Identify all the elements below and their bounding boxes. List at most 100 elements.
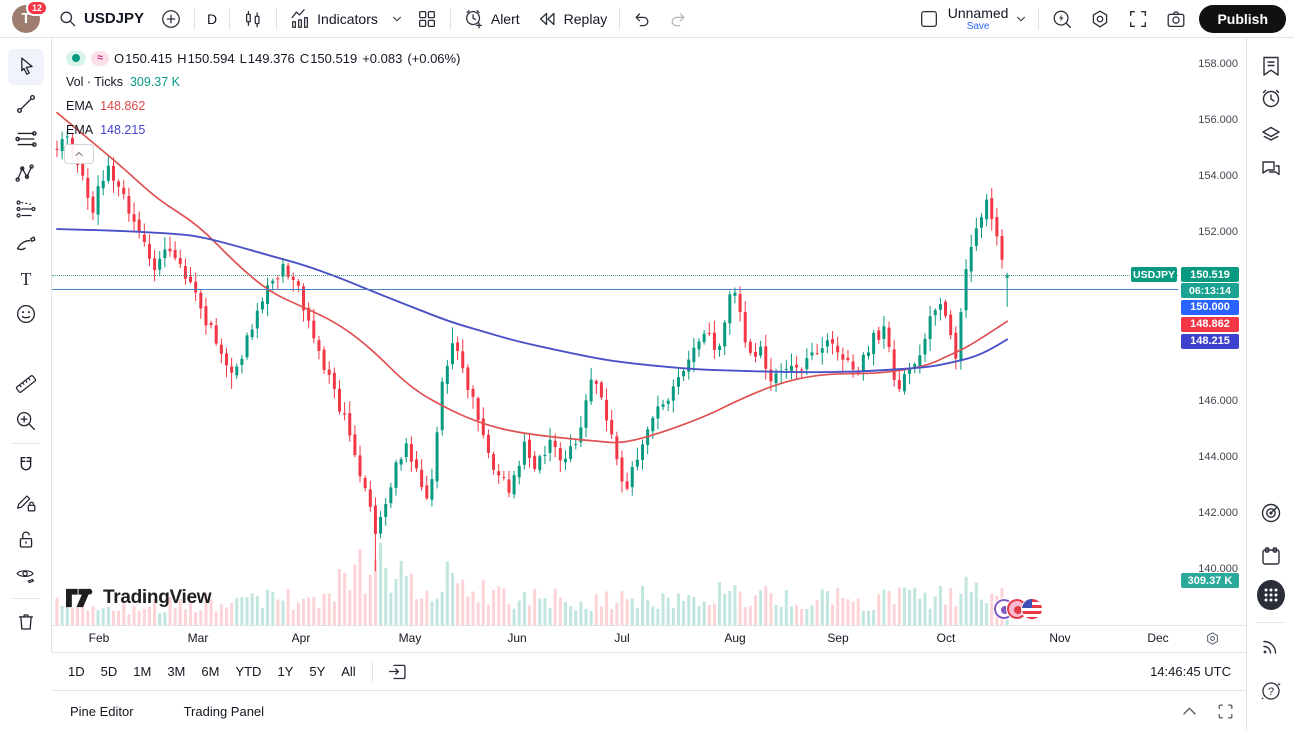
candlestick-chart-canvas[interactable] (52, 38, 1178, 625)
range-button-1d[interactable]: 1D (68, 664, 85, 679)
ohlc-value: 150.415 (125, 50, 173, 66)
month-tick-label: Feb (88, 631, 110, 645)
divider (276, 7, 278, 30)
price-tick-label: 142.000 (1198, 506, 1238, 519)
tool-emoji[interactable] (8, 296, 44, 332)
ema-fast-badge: 148.862 (1181, 316, 1239, 332)
clock-utc[interactable]: 14:46:45 UTC (1150, 664, 1231, 679)
snapshot-button[interactable] (1157, 4, 1195, 34)
indicators-button[interactable]: Indicators (281, 4, 386, 34)
divider (449, 7, 451, 30)
delayed-data-icon[interactable]: ≈ (91, 50, 110, 66)
sidebar-alerts-button[interactable] (1257, 85, 1285, 113)
tool-forecast[interactable] (8, 191, 44, 227)
price-scale[interactable]: 158.000 156.000 154.000 152.000 146.000 144.0… (1131, 38, 1246, 625)
tool-xabcd-pattern[interactable] (8, 156, 44, 192)
tool-drawing-lock-mode[interactable] (8, 485, 44, 521)
panel-maximize-button[interactable] (1216, 702, 1235, 726)
tool-cursor[interactable] (8, 49, 44, 85)
range-button-3m[interactable]: 3M (167, 664, 186, 679)
sidebar-apps-button[interactable] (1257, 580, 1285, 610)
interval-label: D (207, 10, 218, 27)
tool-lock-all-drawings[interactable] (8, 522, 44, 558)
interval-button[interactable]: D (199, 4, 225, 34)
pine-editor-button[interactable]: Pine Editor (70, 703, 134, 719)
market-status-icon[interactable] (66, 50, 86, 66)
sidebar-layers-button[interactable] (1257, 121, 1285, 149)
tool-remove-objects[interactable] (8, 604, 44, 640)
candlestick-icon (242, 8, 264, 30)
last-price-badge: 150.519 (1181, 267, 1239, 282)
time-scale-settings-icon[interactable] (1204, 630, 1221, 652)
symbol-search-button[interactable]: USDJPY (50, 4, 152, 34)
ema-slow-legend-row[interactable]: EMA 148.215 (66, 120, 465, 140)
bottom-toolbar: 1D 5D 1M 3M 6M YTD 1Y 5Y All 14:46:45 UTC (52, 652, 1246, 690)
chevron-down-icon (390, 12, 404, 26)
month-tick-label: Jun (507, 631, 527, 645)
redo-button[interactable] (660, 4, 696, 34)
sidebar-chat-button[interactable] (1257, 155, 1285, 183)
divider (1038, 7, 1040, 30)
time-scale[interactable]: Feb Mar Apr May Jun Jul Aug Sep Oct Nov Dec (52, 625, 1246, 652)
divider (1257, 622, 1285, 623)
range-button-6m[interactable]: 6M (201, 664, 220, 679)
month-tick-label: Nov (1049, 631, 1071, 645)
trading-panel-button[interactable]: Trading Panel (183, 703, 265, 719)
user-menu-button[interactable]: T 12 (12, 0, 48, 33)
grid-layout-button[interactable] (408, 4, 446, 34)
sidebar-help-button[interactable]: ? (1257, 677, 1285, 705)
divider (229, 7, 231, 30)
indicator-templates-button[interactable] (386, 4, 408, 34)
save-label[interactable]: Save (966, 20, 990, 32)
legend-collapse-button[interactable] (64, 144, 94, 164)
chart-style-button[interactable] (234, 4, 272, 34)
sidebar-object-tree-button[interactable] (1257, 499, 1285, 527)
tool-ruler[interactable] (8, 366, 44, 402)
replay-button[interactable]: Replay (528, 4, 616, 34)
settings-button[interactable] (1081, 4, 1119, 34)
range-button-1y[interactable]: 1Y (277, 664, 294, 679)
publish-button[interactable]: Publish (1199, 4, 1286, 33)
svg-text:?: ? (1268, 686, 1274, 698)
price-tick-label: 146.000 (1198, 394, 1238, 407)
add-symbol-button[interactable] (152, 4, 190, 34)
layout-menu-chevron[interactable] (1008, 4, 1034, 34)
fullscreen-button[interactable] (1119, 4, 1157, 34)
month-tick-label: May (398, 631, 422, 645)
ema-slow-badge: 148.215 (1181, 333, 1239, 349)
sidebar-streams-button[interactable] (1257, 632, 1285, 660)
sidebar-calendar-button[interactable] (1257, 542, 1285, 570)
plus-circle-icon (160, 8, 182, 30)
tool-brush[interactable] (8, 226, 44, 262)
symbol-legend-row[interactable]: ≈ O 150.415 H 150.594 L 149.376 C 150.519 +0.083… (66, 48, 465, 68)
tool-magnet[interactable] (8, 448, 44, 484)
event-flag-us-icon (1021, 598, 1043, 620)
volume-legend-row[interactable]: Vol · Ticks 309.37 K (66, 72, 465, 92)
month-tick-label: Sep (827, 631, 849, 645)
panel-expand-chevron[interactable] (1180, 702, 1199, 726)
month-tick-label: Mar (187, 631, 209, 645)
range-button-1m[interactable]: 1M (133, 664, 152, 679)
economic-events-cluster[interactable] (993, 597, 1055, 623)
quick-search-button[interactable] (1043, 4, 1081, 34)
ema-fast-legend-row[interactable]: EMA 148.862 (66, 96, 465, 116)
quick-search-icon (1051, 8, 1073, 30)
tool-trend-line[interactable] (8, 86, 44, 122)
undo-button[interactable] (624, 4, 660, 34)
save-layout-button[interactable]: Unnamed Save (948, 6, 1009, 32)
tool-text[interactable]: T (8, 261, 44, 297)
sidebar-watchlist-button[interactable] (1257, 52, 1285, 80)
layout-select-button[interactable] (910, 4, 948, 34)
watermark-text: TradingView (103, 587, 212, 608)
tool-zoom-in[interactable] (8, 403, 44, 439)
alert-label: Alert (490, 10, 520, 27)
range-button-ytd[interactable]: YTD (235, 664, 262, 679)
range-button-5y[interactable]: 5Y (309, 664, 326, 679)
range-button-5d[interactable]: 5D (100, 664, 118, 679)
alert-button[interactable]: Alert (455, 4, 528, 34)
tool-fib-retracement[interactable] (8, 121, 44, 157)
horizontal-level-line-150[interactable] (52, 289, 1178, 290)
tool-hide-drawings[interactable] (8, 557, 44, 593)
range-button-all[interactable]: All (341, 664, 356, 679)
go-to-date-button[interactable] (381, 657, 414, 687)
